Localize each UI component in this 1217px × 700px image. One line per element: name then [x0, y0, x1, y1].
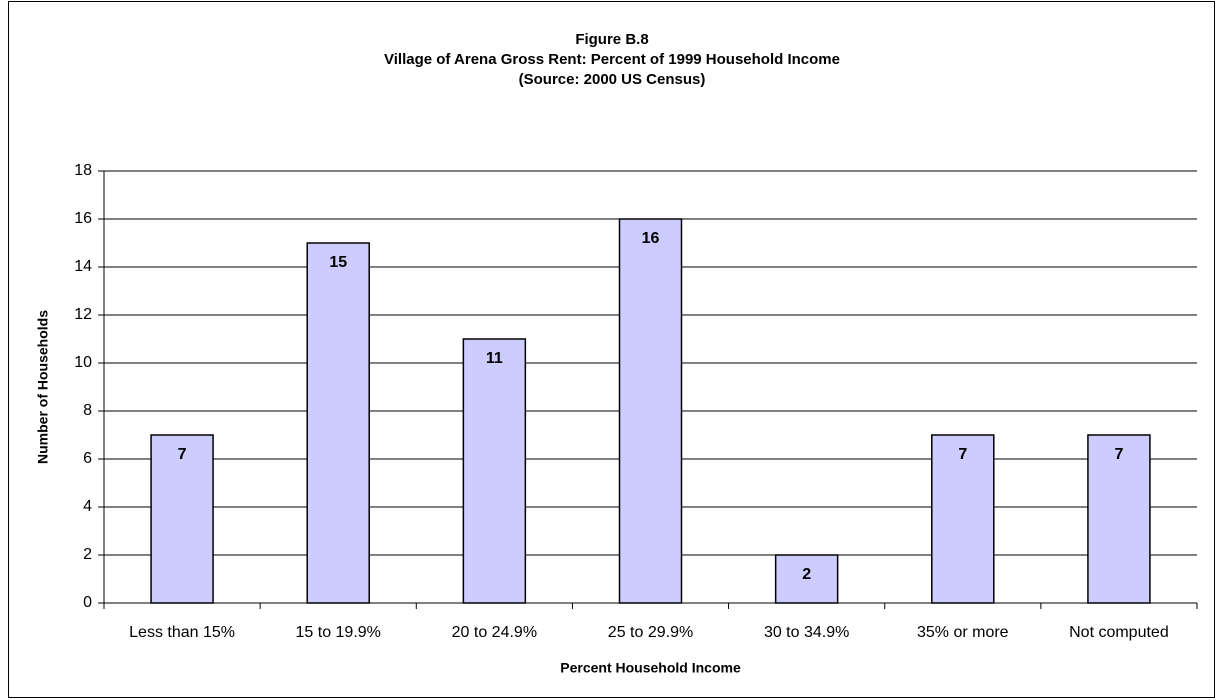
data-label: 11	[486, 350, 503, 367]
y-tick-label: 2	[83, 546, 92, 563]
y-tick-label: 18	[74, 162, 92, 179]
chart-title: (Source: 2000 US Census)	[519, 71, 706, 88]
y-tick-label: 0	[83, 594, 92, 611]
x-tick-label: Less than 15%	[129, 624, 235, 641]
bar	[1087, 434, 1151, 604]
y-tick-label: 14	[74, 258, 92, 275]
bar	[150, 434, 214, 604]
bar	[306, 242, 370, 604]
data-label: 7	[178, 446, 187, 463]
data-label: 7	[958, 446, 967, 463]
x-tick-label: Not computed	[1069, 624, 1169, 641]
data-label: 2	[802, 566, 811, 583]
y-tick-label: 8	[83, 402, 92, 419]
chart-title: Figure B.8	[575, 31, 648, 48]
x-tick-label: 35% or more	[917, 624, 1009, 641]
data-label: 15	[329, 254, 347, 271]
data-label: 16	[642, 230, 660, 247]
y-axis-label: Number of Households	[35, 310, 51, 464]
y-tick-label: 10	[74, 354, 92, 371]
x-tick-label: 15 to 19.9%	[296, 624, 381, 641]
data-label: 7	[1114, 446, 1123, 463]
y-tick-label: 6	[83, 450, 92, 467]
x-tick-label: 25 to 29.9%	[608, 624, 693, 641]
bar	[618, 218, 683, 604]
x-tick-label: 30 to 34.9%	[764, 624, 849, 641]
y-tick-label: 16	[74, 210, 92, 227]
x-tick-label: 20 to 24.9%	[452, 624, 537, 641]
x-axis-label: Percent Household Income	[560, 660, 741, 676]
bar	[774, 554, 839, 604]
chart-title: Village of Arena Gross Rent: Percent of …	[384, 51, 840, 68]
bar	[462, 338, 527, 604]
y-tick-label: 4	[83, 498, 92, 515]
bar	[931, 434, 995, 604]
y-tick-label: 12	[74, 306, 92, 323]
